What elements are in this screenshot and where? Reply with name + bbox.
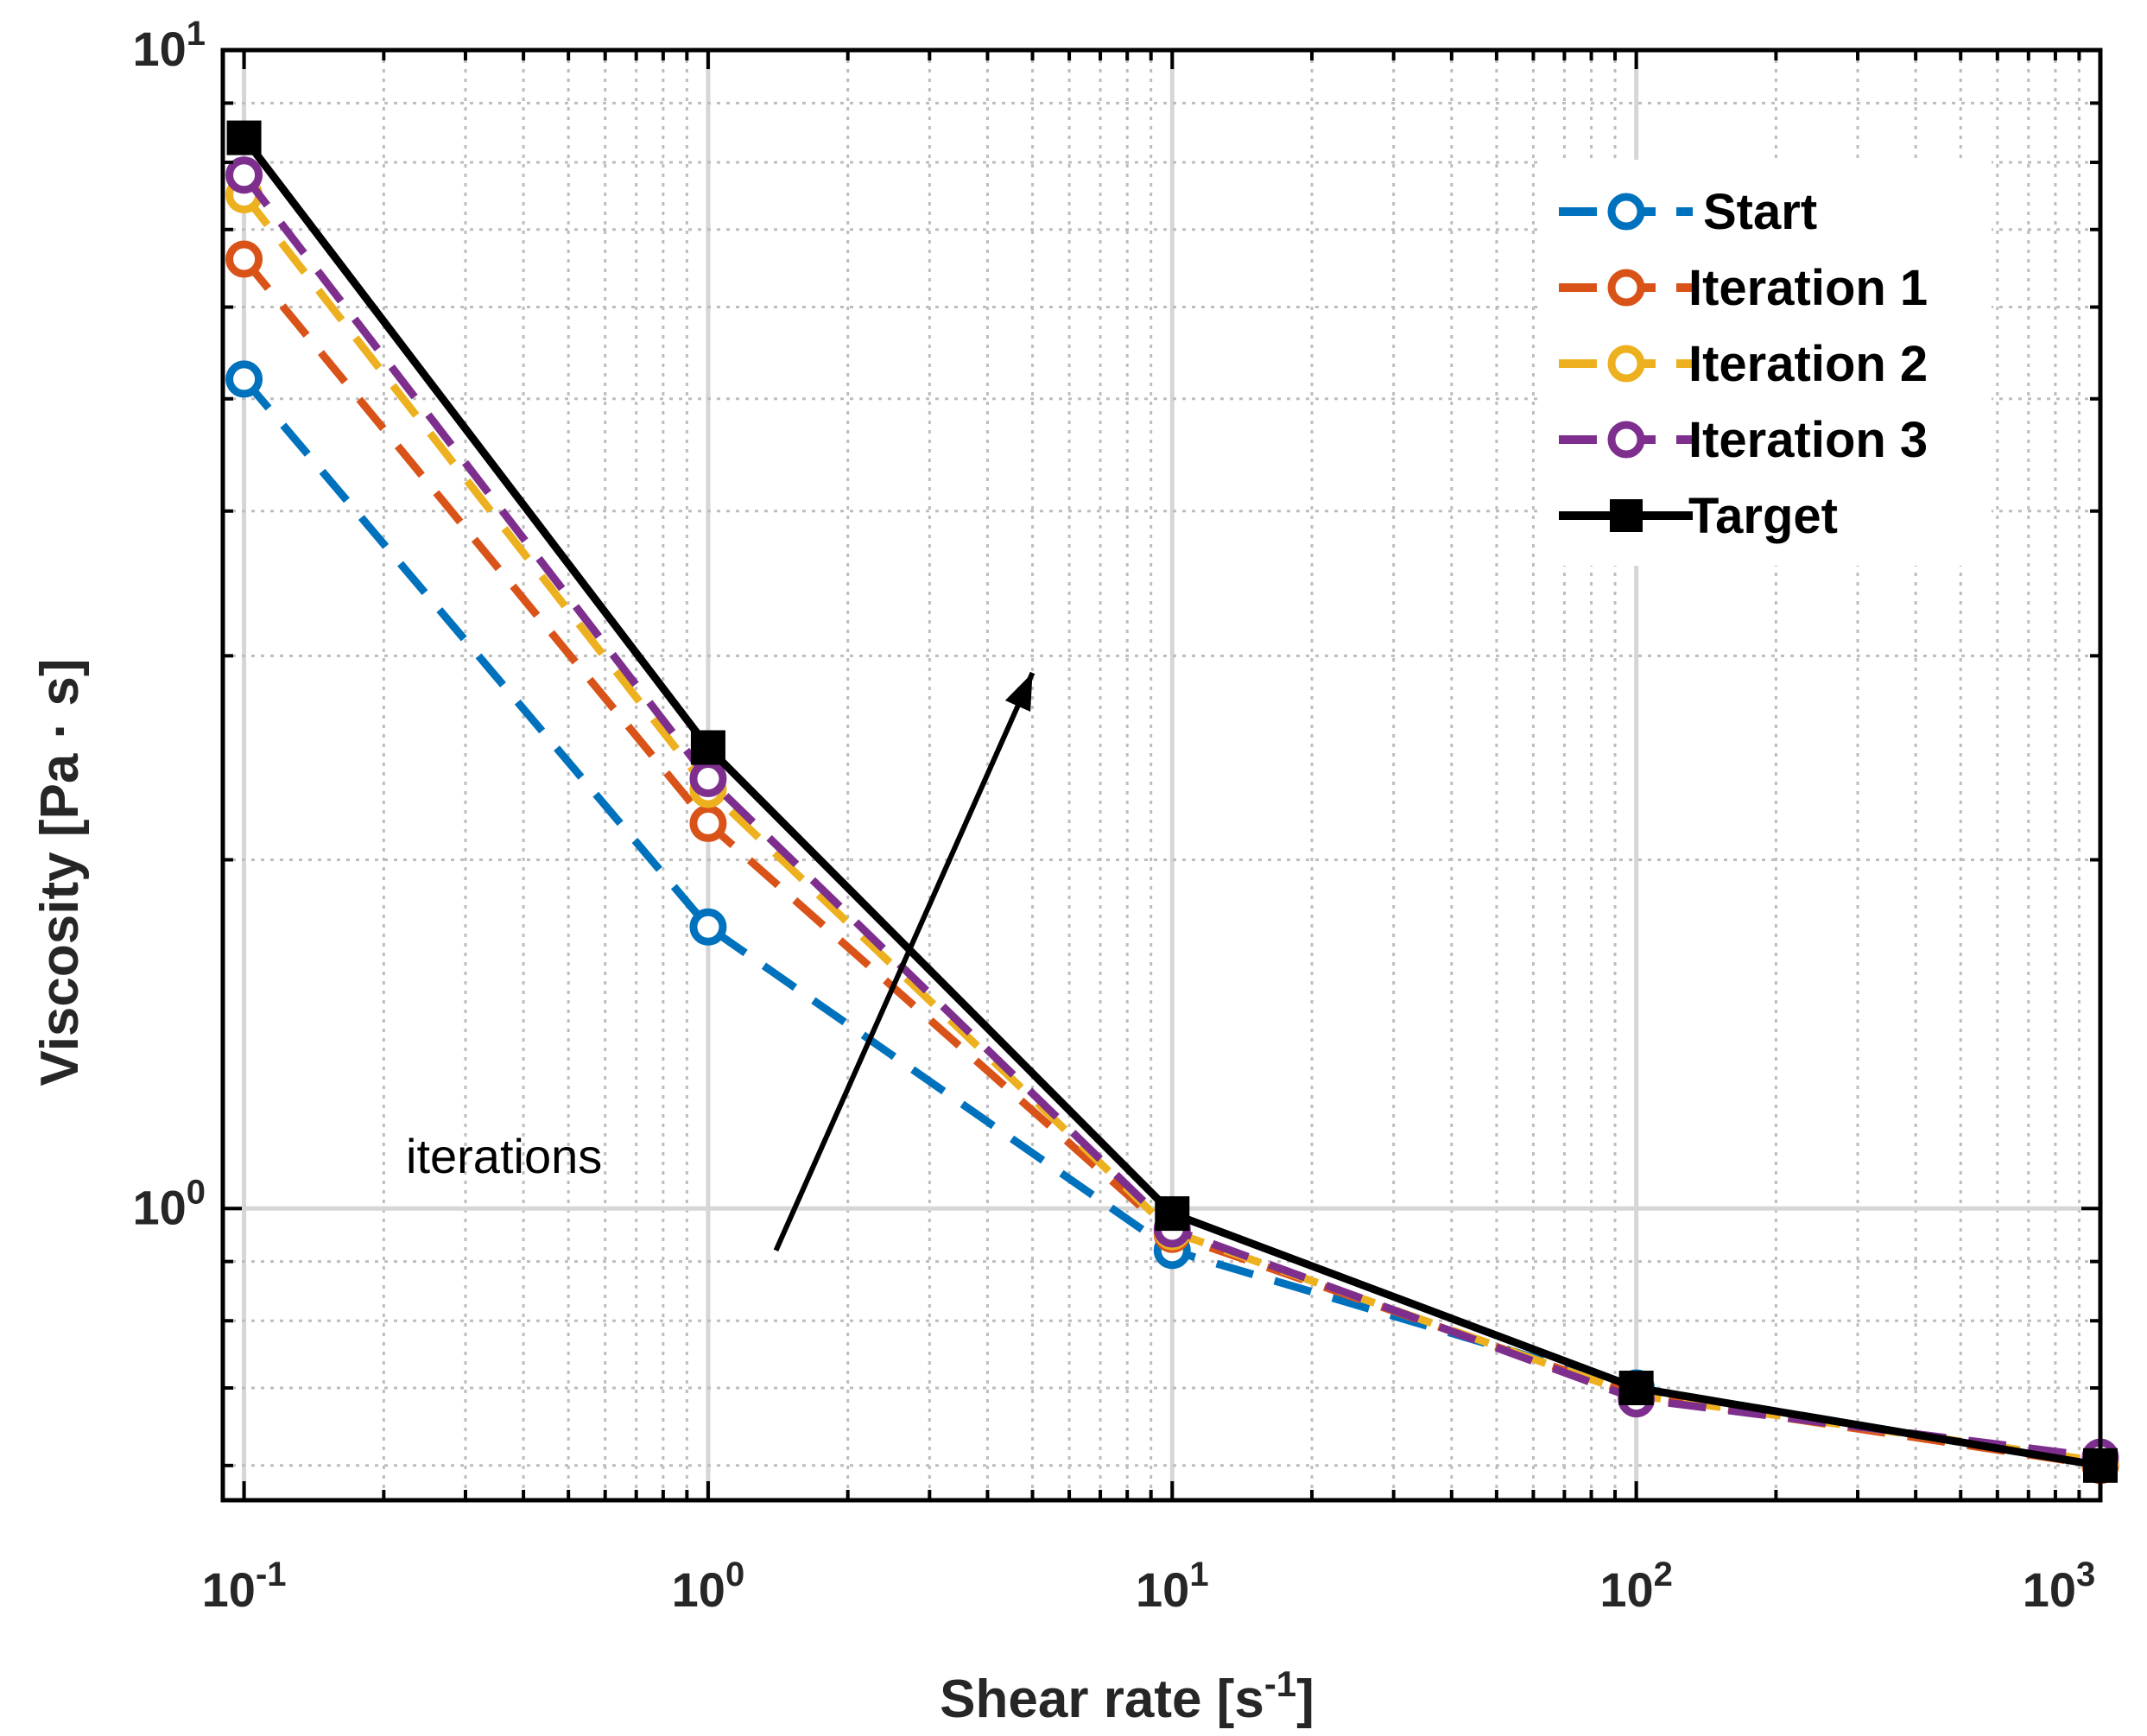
tick-marks <box>221 48 2102 1500</box>
legend-label: Iteration 2 <box>1688 336 1928 392</box>
annotation: iterations <box>406 671 1036 1252</box>
annotation-arrow-line <box>773 671 1036 1252</box>
x-tick-label: 101 <box>1136 1555 1209 1617</box>
legend-entry-start: Start <box>1559 184 1817 240</box>
data-point-iteration-1 <box>225 240 263 278</box>
plot-frame <box>220 48 2103 1503</box>
series-layer <box>225 120 2119 1485</box>
data-point-target <box>1155 1196 1190 1232</box>
x-tick-label: 100 <box>672 1555 745 1617</box>
legend-entry-target: Target <box>1559 488 1838 544</box>
legend-swatch-marker <box>1607 345 1645 383</box>
y-axis-label: Viscosity [Pa · s] <box>30 658 90 1086</box>
x-tick-label: 103 <box>2023 1555 2096 1617</box>
y-tick-labels: 100 101 <box>132 15 206 1234</box>
legend-label: Iteration 1 <box>1688 260 1928 316</box>
y-tick-label: 101 <box>132 15 206 76</box>
data-point-target <box>226 120 262 155</box>
legend-swatch-marker <box>1610 499 1643 532</box>
annotation-text: iterations <box>406 1129 602 1183</box>
data-point-start <box>689 908 727 946</box>
legend-swatch-marker <box>1607 421 1645 459</box>
legend-label: Iteration 3 <box>1688 412 1928 468</box>
data-point-iteration-1 <box>689 804 727 842</box>
legend-swatch-marker <box>1607 269 1645 307</box>
x-tick-label: 102 <box>1599 1555 1673 1617</box>
legend-label: Start <box>1703 184 1817 240</box>
x-tick-labels: 10-1 100 101 102 103 <box>202 1555 2096 1617</box>
data-point-start <box>225 360 263 398</box>
legend-entry-iteration-3: Iteration 3 <box>1559 412 1928 468</box>
data-point-target <box>1618 1371 1654 1406</box>
legend-entry-iteration-2: Iteration 2 <box>1559 336 1928 392</box>
x-axis-label: Shear rate [s-1] <box>940 1663 1314 1729</box>
data-point-iteration-3 <box>689 760 727 798</box>
data-point-target <box>690 730 725 765</box>
x-tick-label: 10-1 <box>202 1555 287 1617</box>
legend-label: Target <box>1688 488 1838 544</box>
legend-swatch-marker <box>1607 193 1645 231</box>
legend: Start Iteration 1 Iteration 2 Iteration 3 Ta… <box>1542 160 1992 566</box>
legend-entry-iteration-1: Iteration 1 <box>1559 260 1928 316</box>
y-tick-label: 100 <box>132 1173 206 1234</box>
data-point-iteration-3 <box>225 156 263 194</box>
annotation-arrow-head <box>1004 673 1033 712</box>
